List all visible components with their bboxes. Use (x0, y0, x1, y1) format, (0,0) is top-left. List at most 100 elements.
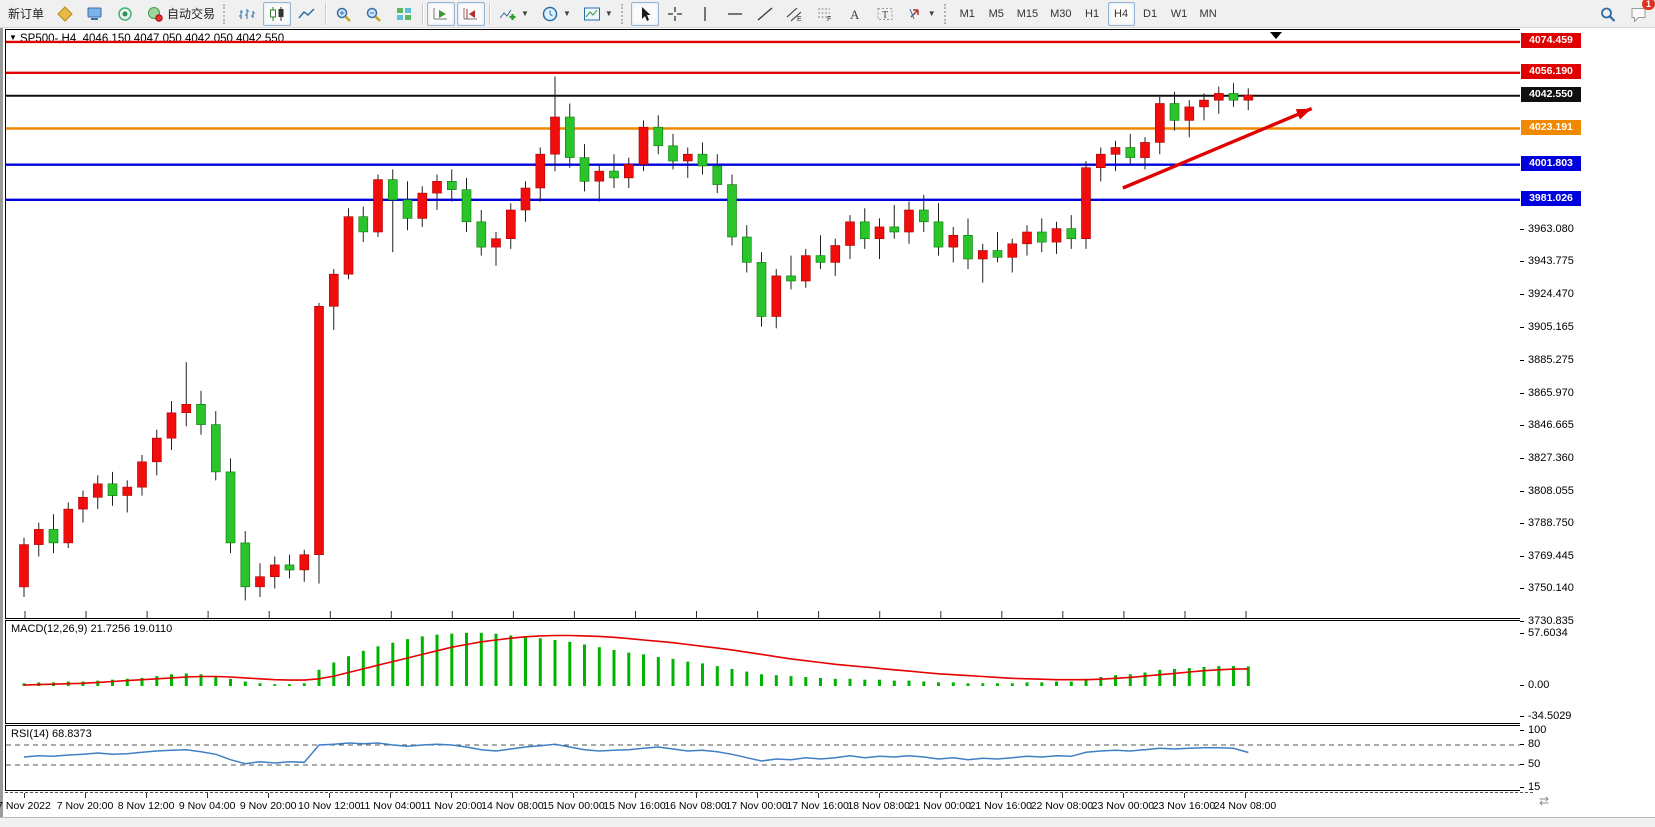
templates-button[interactable]: ▼ (578, 2, 618, 26)
zoom-out-button[interactable] (360, 2, 388, 26)
timeframe-button-M1-label: M1 (959, 7, 975, 20)
candle-body (682, 153, 693, 162)
time-tick (1183, 793, 1185, 798)
chart-shift-marker[interactable] (1270, 32, 1282, 39)
chat-button[interactable]: 1 (1624, 0, 1655, 26)
tile-windows-button[interactable] (390, 2, 418, 26)
timeframe-button-W1[interactable]: W1 (1166, 2, 1193, 26)
vertical-line-button[interactable] (691, 2, 719, 26)
text-button[interactable]: A (841, 2, 869, 26)
time-scale-label: 7 Nov 2022 (0, 800, 51, 812)
timeframe-button-D1[interactable]: D1 (1137, 2, 1164, 26)
candle-body (741, 236, 752, 263)
time-axis-separator (5, 792, 1533, 793)
indicators-button[interactable]: ▼ (494, 2, 534, 26)
zoom-in-button[interactable] (330, 2, 358, 26)
equidistant-channel-button[interactable]: E (781, 2, 809, 26)
candle-body (520, 187, 531, 211)
price-tick (1520, 490, 1524, 492)
periods-icon (542, 6, 558, 21)
price-scale-label: 3730.835 (1528, 615, 1574, 628)
toolbar-group-zoom (329, 2, 419, 26)
terminal-button[interactable] (81, 2, 109, 26)
svg-text:E: E (797, 16, 802, 22)
horizontal-line-button[interactable] (721, 2, 749, 26)
time-axis[interactable]: ⇄ 7 Nov 2022 7 Nov 20:00 8 Nov 12:00 9 Nov … (0, 791, 1654, 817)
text-label-button[interactable]: T (871, 2, 899, 26)
candle-body (594, 170, 605, 182)
vertical-line-icon (704, 6, 706, 21)
timeframe-button-MN[interactable]: MN (1195, 2, 1222, 26)
toolbar-group-right: 1 (1593, 0, 1655, 26)
time-tick (451, 793, 453, 798)
trend-arrow-object[interactable] (1122, 107, 1313, 190)
dropdown-caret-icon: ▼ (604, 9, 613, 18)
cursor-button[interactable] (630, 1, 659, 26)
timeframe-button-D1-label: D1 (1143, 7, 1158, 20)
trendline-button[interactable] (751, 2, 779, 26)
macd-pane[interactable]: MACD(12,26,9) 21.7256 19.0110 (5, 620, 1521, 724)
price-tick (1520, 392, 1524, 394)
macd-scale-label: 57.6034 (1528, 626, 1568, 639)
timeframe-button-H1[interactable]: H1 (1079, 2, 1106, 26)
candlestick-chart-canvas[interactable] (6, 30, 1520, 618)
auto-trading-button[interactable]: 自动交易 (141, 2, 220, 26)
price-scale-label: 3963.080 (1528, 222, 1574, 235)
candle-body (78, 496, 88, 510)
arrows-button[interactable]: ▼ (901, 2, 941, 26)
tile-windows-icon (397, 7, 412, 20)
price-tick (1520, 684, 1524, 686)
timeframe-button-H4[interactable]: H4 (1107, 1, 1135, 26)
candle-body (1022, 231, 1032, 245)
quick-nav-icon[interactable]: ⇄ (1539, 794, 1550, 808)
horizontal-line-objects[interactable] (6, 40, 1520, 202)
chart-shift-button[interactable] (457, 1, 486, 26)
auto-scroll-icon (433, 7, 448, 19)
line-chart-button[interactable] (293, 2, 321, 26)
shapes-icon (909, 8, 919, 19)
time-scale-label: 11 Nov 04:00 (359, 800, 422, 812)
rsi-scale-label: 100 (1528, 724, 1547, 737)
toolbar-group-trading: 新订单 自动交易 (2, 2, 221, 26)
signals-button[interactable] (111, 2, 139, 26)
bar-chart-button[interactable] (233, 2, 261, 26)
timeframe-button-M15[interactable]: M15 (1012, 2, 1043, 26)
time-tick (207, 793, 209, 798)
candlestick-chart-button[interactable] (263, 1, 292, 26)
new-order-button[interactable]: 新订单 (3, 2, 49, 26)
periods-button[interactable]: ▼ (536, 2, 576, 26)
rsi-pane[interactable]: RSI(14) 68.8373 (5, 725, 1521, 791)
price-tick (1520, 786, 1524, 788)
candle-body (874, 226, 885, 239)
time-scale-label: 22 Nov 08:00 (1030, 800, 1094, 812)
toolbar-group-scroll (426, 1, 486, 26)
candle-body (1007, 243, 1018, 258)
gold-seal-button[interactable] (51, 2, 79, 26)
chart-shift-icon (463, 7, 478, 19)
fibonacci-button[interactable]: F (811, 2, 839, 26)
candle-body (933, 221, 944, 248)
time-tick (1122, 793, 1124, 798)
price-line-badge: 4023.191 (1521, 120, 1581, 136)
price-tick (1520, 293, 1524, 295)
time-tick (329, 793, 331, 798)
auto-scroll-button[interactable] (427, 1, 456, 26)
main-chart-pane[interactable]: ▼ SP500-,H4 4046.150 4047.050 4042.050 4… (5, 29, 1521, 619)
macd-chart-canvas[interactable] (6, 621, 1520, 723)
toolbar-group-timeframes: M1 M5 M15 M30 H1 H4 D1 W1 MN (953, 1, 1223, 26)
cursor-icon (641, 6, 651, 21)
price-axis[interactable]: 3963.080 3943.775 3924.470 3905.165 3885.275… (1520, 28, 1654, 793)
rsi-chart-canvas[interactable] (6, 726, 1520, 790)
price-tick (1520, 632, 1524, 634)
search-button[interactable] (1594, 2, 1622, 26)
crosshair-button[interactable] (661, 2, 689, 26)
time-tick (268, 793, 270, 798)
time-tick (85, 793, 87, 798)
timeframe-button-M5[interactable]: M5 (983, 2, 1010, 26)
text-label-icon: T (877, 7, 893, 21)
time-scale-label: 7 Nov 20:00 (56, 800, 114, 812)
timeframe-button-M1[interactable]: M1 (954, 2, 981, 26)
price-tick (1520, 743, 1524, 745)
notification-badge: 1 (1641, 0, 1655, 10)
timeframe-button-M30[interactable]: M30 (1045, 2, 1076, 26)
